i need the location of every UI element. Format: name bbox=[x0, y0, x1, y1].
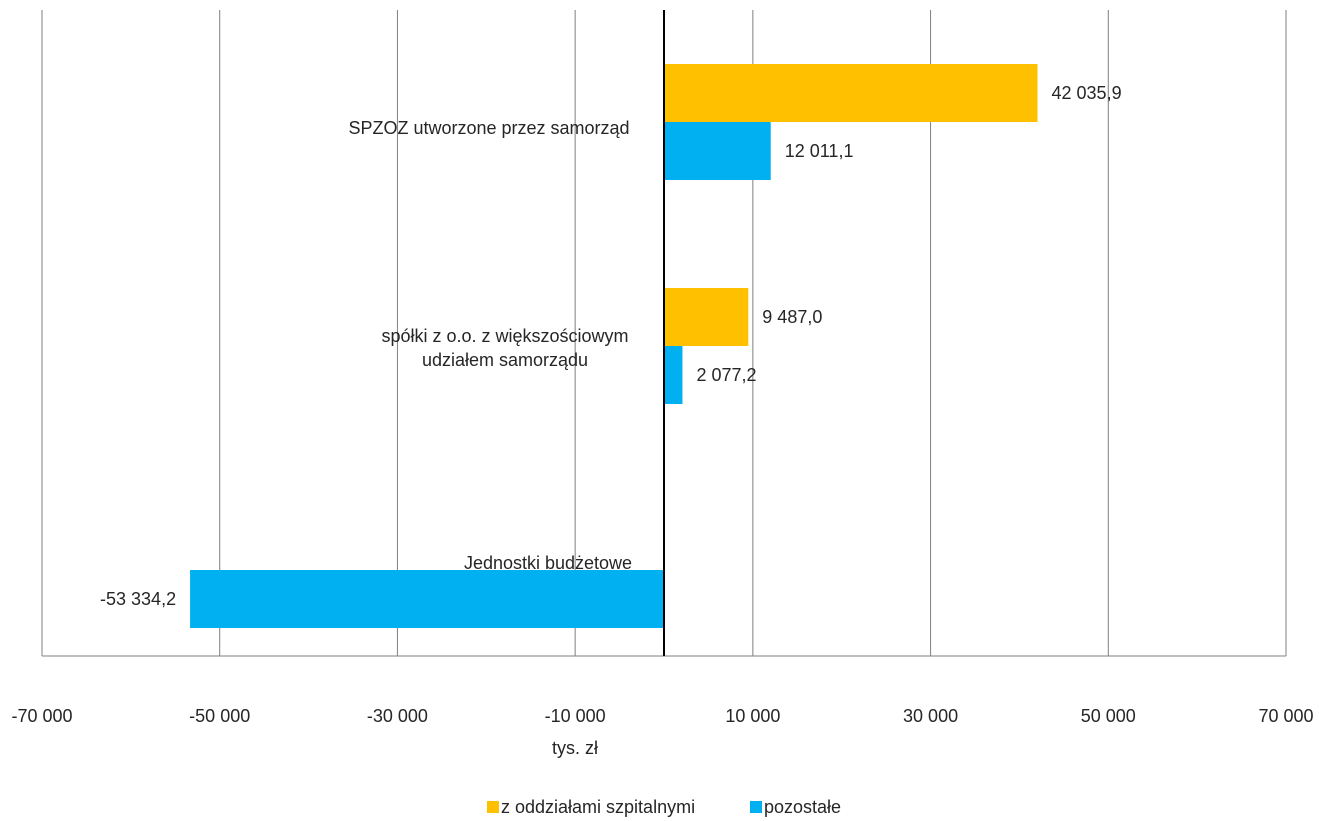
x-axis-title: tys. zł bbox=[552, 738, 598, 758]
data-label: -53 334,2 bbox=[100, 589, 176, 609]
x-tick-label: -30 000 bbox=[367, 706, 428, 726]
x-axis-tick-labels: -70 000 -50 000 -30 000 -10 000 10 000 30 000… bbox=[11, 706, 1313, 726]
bars bbox=[190, 64, 1038, 628]
data-label: 9 487,0 bbox=[762, 307, 822, 327]
data-label: 42 035,9 bbox=[1052, 83, 1122, 103]
x-tick-label: 10 000 bbox=[725, 706, 780, 726]
x-tick-label: -10 000 bbox=[545, 706, 606, 726]
x-tick-label: 30 000 bbox=[903, 706, 958, 726]
category-label: SPZOZ utworzone przez samorząd bbox=[348, 118, 629, 138]
legend-label: pozostałe bbox=[764, 797, 841, 817]
category-label: spółki z o.o. z większościowym bbox=[381, 326, 628, 346]
data-label: 2 077,2 bbox=[696, 365, 756, 385]
data-labels: 42 035,9 12 011,1 9 487,0 2 077,2 -53 334,2 bbox=[100, 83, 1122, 609]
legend-swatch bbox=[750, 801, 762, 813]
legend-swatch bbox=[487, 801, 499, 813]
category-labels: SPZOZ utworzone przez samorząd spółki z o… bbox=[348, 118, 632, 573]
legend-label: z oddziałami szpitalnymi bbox=[501, 797, 695, 817]
bar bbox=[664, 64, 1038, 122]
x-tick-label: -50 000 bbox=[189, 706, 250, 726]
category-label: Jednostki budżetowe bbox=[464, 553, 632, 573]
bar bbox=[664, 288, 749, 346]
x-tick-label: -70 000 bbox=[11, 706, 72, 726]
legend: z oddziałami szpitalnymi pozostałe bbox=[487, 797, 841, 817]
bar bbox=[190, 570, 665, 628]
x-tick-label: 70 000 bbox=[1258, 706, 1313, 726]
category-label: udziałem samorządu bbox=[422, 350, 588, 370]
bar bbox=[664, 122, 771, 180]
bar bbox=[664, 346, 683, 404]
data-label: 12 011,1 bbox=[785, 141, 854, 161]
x-tick-label: 50 000 bbox=[1081, 706, 1136, 726]
